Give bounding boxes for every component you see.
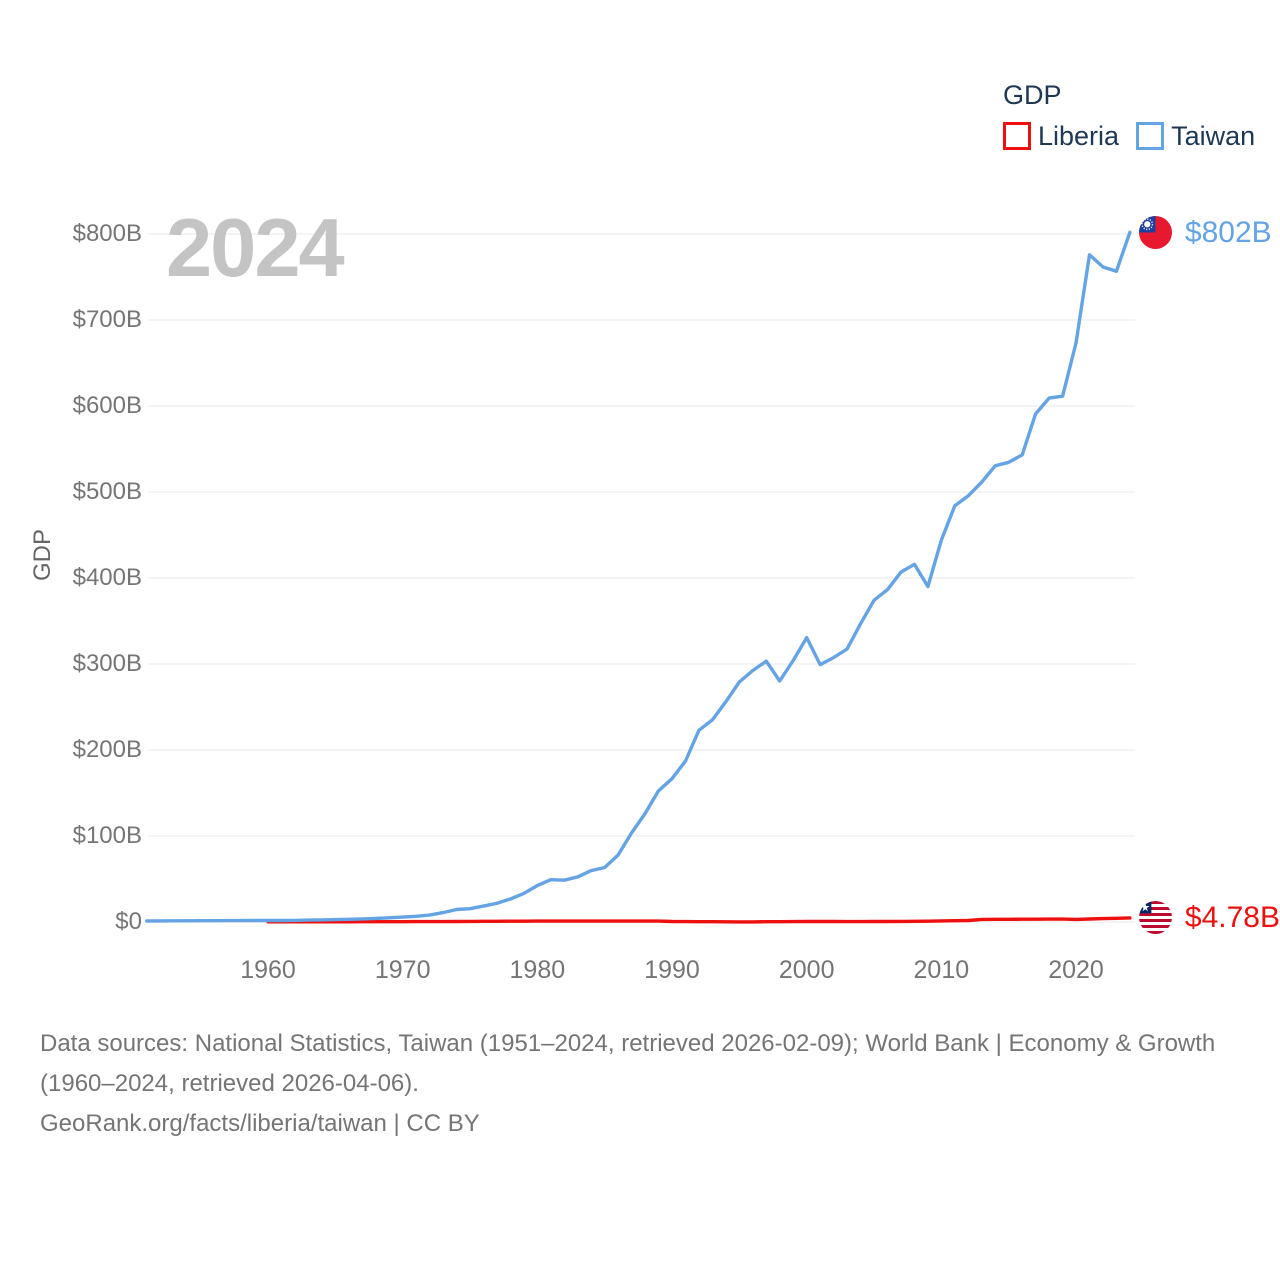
series-line-liberia[interactable]	[266, 916, 1132, 924]
legend-label-liberia: Liberia	[1038, 121, 1120, 151]
data-sources-text: Data sources: National Statistics, Taiwa…	[40, 1030, 1216, 1097]
legend-item-liberia[interactable]: Liberia	[1003, 121, 1119, 151]
footer: Data sources: National Statistics, Taiwa…	[40, 1024, 1225, 1144]
legend-row: Liberia Taiwan	[1003, 121, 1255, 151]
y-tick-label: $700B	[72, 306, 142, 333]
y-tick-label: $400B	[72, 564, 142, 591]
liberia-end-annotation: $4.78B	[1138, 901, 1280, 935]
taiwan-swatch-icon	[1136, 122, 1165, 150]
x-tick-label: 1970	[374, 956, 431, 984]
taiwan-value-label: $802B	[1184, 215, 1272, 249]
gridlines	[148, 233, 1135, 923]
taiwan-flag-icon	[1138, 215, 1172, 249]
series-line-taiwan[interactable]	[145, 230, 1132, 923]
x-tick-label: 1980	[509, 956, 566, 984]
legend-title: GDP	[1003, 80, 1062, 110]
y-tick-label: $800B	[72, 220, 142, 247]
series-lines	[145, 230, 1132, 924]
liberia-flag-icon	[1138, 901, 1172, 935]
y-tick-label: $600B	[72, 392, 142, 419]
attribution-text: GeoRank.org/facts/liberia/taiwan | CC BY	[40, 1110, 480, 1137]
legend-item-taiwan[interactable]: Taiwan	[1136, 121, 1255, 151]
x-tick-label: 2020	[1048, 956, 1104, 984]
year-watermark: 2024	[166, 201, 345, 294]
x-tick-label: 1960	[240, 956, 296, 984]
y-tick-label: $200B	[72, 736, 142, 763]
taiwan-end-annotation: $802B	[1138, 215, 1272, 249]
liberia-value-label: $4.78B	[1184, 901, 1280, 935]
legend-label-taiwan: Taiwan	[1171, 121, 1256, 151]
liberia-swatch-icon	[1003, 122, 1031, 150]
x-tick-label: 2000	[778, 956, 835, 984]
y-tick-label: $300B	[72, 650, 142, 677]
x-tick-label: 1990	[644, 956, 700, 984]
y-axis-title: GDP	[29, 529, 56, 582]
y-tick-label: $0	[115, 908, 142, 935]
y-tick-label: $500B	[72, 478, 142, 505]
chart-legend: GDP Liberia Taiwan	[1003, 80, 1255, 151]
x-tick-label: 2010	[913, 956, 970, 984]
y-tick-label: $100B	[72, 822, 142, 849]
